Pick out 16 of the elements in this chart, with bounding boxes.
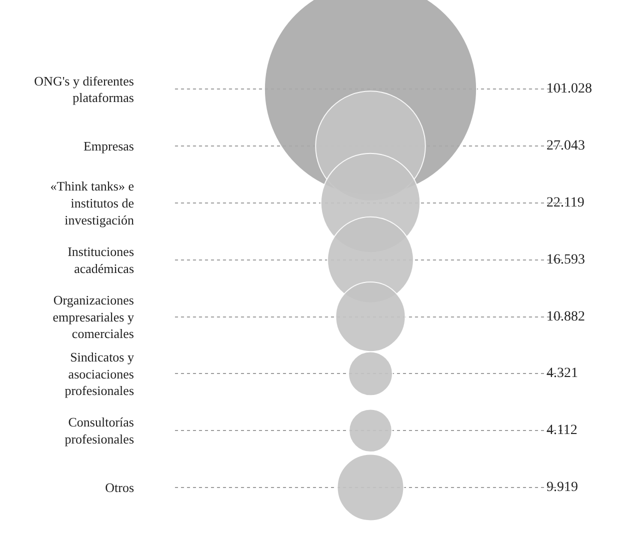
category-label: ONG's y diferentes plataformas: [34, 73, 134, 106]
data-label: 10.882: [546, 309, 585, 324]
data-label: 22.119: [546, 195, 584, 210]
category-label: Instituciones académicas: [68, 244, 134, 276]
data-label: 4.112: [546, 423, 578, 438]
category-label: Sindicatos y asociaciones profesionales: [64, 349, 134, 398]
category-label: Empresas: [83, 138, 134, 154]
data-label: 16.593: [546, 252, 585, 268]
category-label: Consultorías profesionales: [64, 414, 134, 447]
category-label: «Think tanks» e institutos de investigación: [50, 178, 134, 228]
category-label: Organizaciones empresariales y comerciales: [52, 292, 134, 342]
category-label: Otros: [105, 480, 134, 496]
data-label: 27.043: [546, 138, 585, 154]
data-label: 101.028: [546, 82, 592, 97]
data-label: 9.919: [546, 480, 578, 496]
data-label: 4.321: [546, 366, 578, 382]
